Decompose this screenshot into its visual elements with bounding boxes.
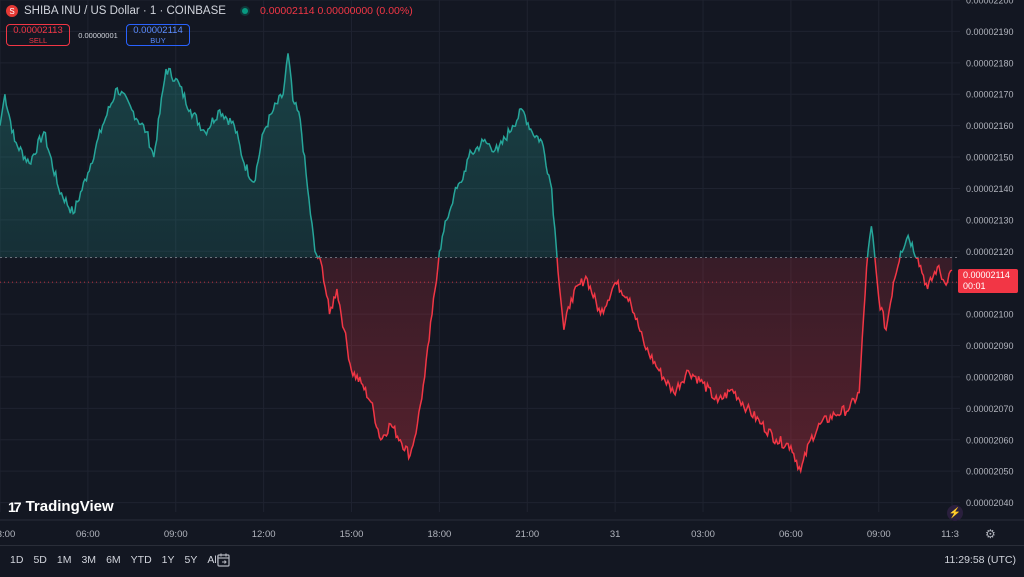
- y-tick-label: 0.00002100: [966, 310, 1014, 320]
- x-tick-label: 15:00: [340, 529, 364, 540]
- y-tick-label: 0.00002080: [966, 372, 1014, 382]
- range-button-all[interactable]: All: [207, 554, 220, 566]
- y-tick-label: 0.00002150: [966, 153, 1014, 163]
- buy-label: BUY: [150, 36, 166, 45]
- trade-buttons: 0.00002113 SELL 0.00000001 0.00002114 BU…: [6, 24, 190, 46]
- symbol-title[interactable]: SHIBA INU / US Dollar · 1 · COINBASE: [24, 5, 226, 17]
- range-button-ytd[interactable]: YTD: [130, 554, 152, 566]
- date-range-selector: 1D 5D 1M 3M 6M YTD 1Y 5Y All: [10, 554, 219, 566]
- y-tick-label: 0.00002050: [966, 467, 1014, 477]
- range-button-3m[interactable]: 3M: [81, 554, 97, 566]
- buy-button[interactable]: 0.00002114 BUY: [126, 24, 190, 46]
- y-axis[interactable]: 0.00002040 0.00002050 0.00002060 0.00002070…: [966, 0, 1014, 508]
- x-tick-label: 09:00: [867, 529, 891, 540]
- x-tick-label: 11:3: [941, 529, 959, 540]
- price-line-below-baseline: [316, 257, 953, 475]
- x-tick-label: 3:00: [0, 529, 15, 540]
- bottom-toolbar: 1D 5D 1M 3M 6M YTD 1Y 5Y All 11:29:58 (UTC): [0, 545, 1024, 577]
- market-status-dot-icon[interactable]: [241, 8, 248, 14]
- lightning-icon[interactable]: ⚡: [947, 505, 963, 521]
- x-tick-label: 18:00: [427, 529, 451, 540]
- y-tick-label: 0.00002120: [966, 247, 1014, 257]
- y-tick-label: 0.00002160: [966, 121, 1014, 131]
- y-tick-label: 0.00002090: [966, 341, 1014, 351]
- shiba-inu-coin-icon: S: [6, 5, 18, 17]
- tradingview-logo-text: TradingView: [25, 498, 114, 515]
- last-price-label: 0.00002114 00:01: [958, 269, 1018, 293]
- y-tick-label: 0.00002190: [966, 27, 1014, 37]
- tradingview-logo-icon: 17: [8, 498, 22, 515]
- x-tick-label: 09:00: [164, 529, 188, 540]
- y-tick-label: 0.00002040: [966, 498, 1014, 508]
- y-tick-label: 0.00002200: [966, 0, 1014, 6]
- spread-value: 0.00000001: [78, 30, 118, 40]
- range-button-5d[interactable]: 5D: [33, 554, 47, 566]
- ohlc-values: 0.00002114 0.00000000 (0.00%): [259, 5, 413, 17]
- y-tick-label: 0.00002070: [966, 404, 1014, 414]
- x-tick-label: 06:00: [779, 529, 803, 540]
- y-tick-label: 0.00002180: [966, 58, 1014, 68]
- chart-grid: [0, 0, 1024, 521]
- gear-icon[interactable]: ⚙: [985, 527, 996, 541]
- price-line-above-baseline: [0, 53, 919, 258]
- range-button-1d[interactable]: 1D: [10, 554, 24, 566]
- area-fill-below-baseline: [0, 257, 952, 472]
- y-tick-label: 0.00002060: [966, 435, 1014, 445]
- price-chart[interactable]: 0.00002040 0.00002050 0.00002060 0.00002070…: [0, 0, 1024, 545]
- symbol-legend: S SHIBA INU / US Dollar · 1 · COINBASE 0…: [6, 5, 413, 17]
- sell-price: 0.00002113: [13, 25, 63, 36]
- range-button-1m[interactable]: 1M: [56, 554, 72, 566]
- x-tick-label: 31: [610, 529, 621, 540]
- calendar-goto-icon[interactable]: [216, 552, 232, 568]
- range-button-5y[interactable]: 5Y: [184, 554, 198, 566]
- x-tick-label: 12:00: [252, 529, 276, 540]
- sell-button[interactable]: 0.00002113 SELL: [6, 24, 70, 46]
- x-tick-label: 03:00: [691, 529, 715, 540]
- x-axis[interactable]: 3:00 06:00 09:00 12:00 15:00 18:00 21:00 31 03:0…: [0, 529, 959, 540]
- x-tick-label: 06:00: [76, 529, 100, 540]
- buy-price: 0.00002114: [133, 25, 183, 36]
- y-tick-label: 0.00002170: [966, 90, 1014, 100]
- utc-clock[interactable]: 11:29:58 (UTC): [944, 554, 1016, 566]
- sell-label: SELL: [28, 36, 48, 45]
- y-tick-label: 0.00002130: [966, 215, 1014, 225]
- x-tick-label: 21:00: [515, 529, 539, 540]
- y-tick-label: 0.00002140: [966, 184, 1014, 194]
- range-button-6m[interactable]: 6M: [106, 554, 121, 566]
- area-fill-above-baseline: [0, 53, 916, 258]
- range-button-1y[interactable]: 1Y: [161, 554, 175, 566]
- last-price-value: 0.00002114: [963, 270, 1010, 280]
- bar-countdown: 00:01: [963, 281, 986, 291]
- tradingview-logo[interactable]: 17 TradingView: [8, 498, 114, 515]
